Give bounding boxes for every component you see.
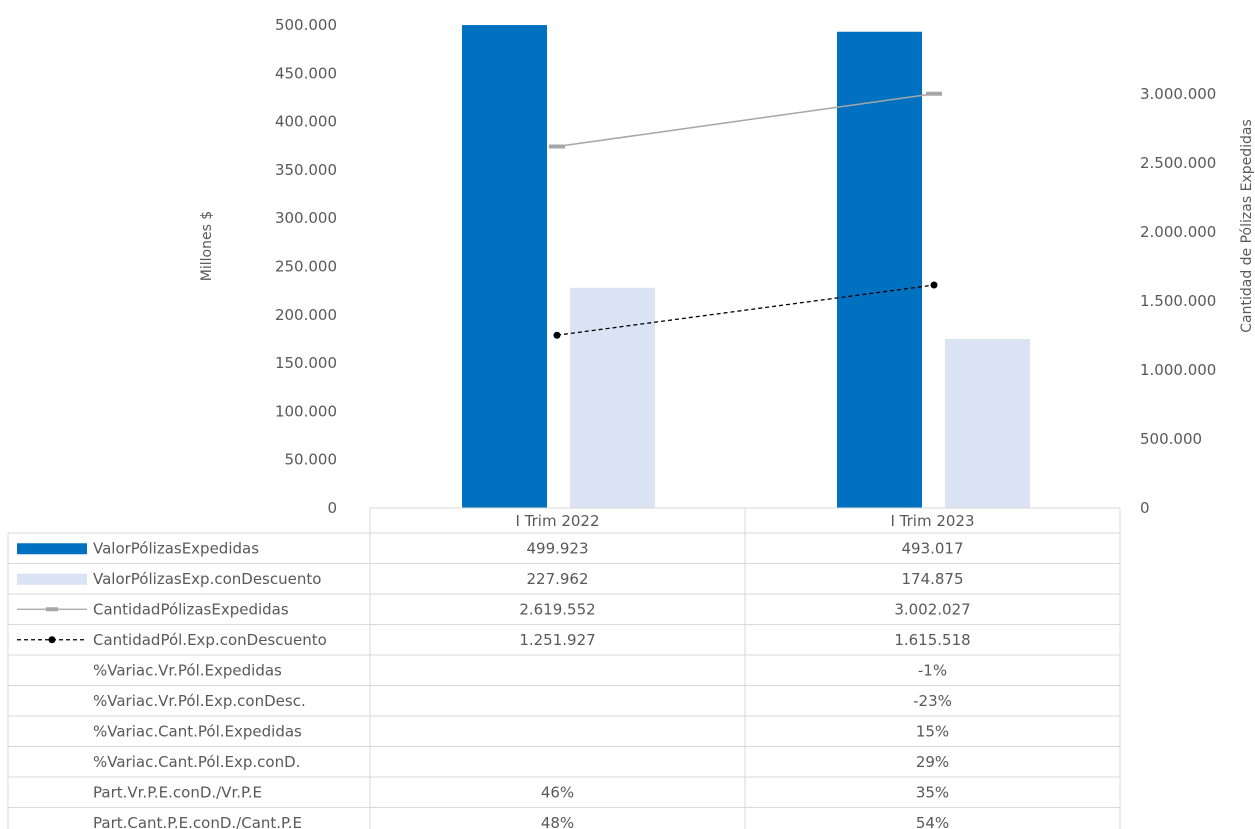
- table-cell: 499.923: [526, 539, 588, 557]
- table-cell: 174.875: [901, 570, 963, 588]
- legend-key: [46, 607, 58, 612]
- y-right-tick-label: 2.000.000: [1140, 223, 1216, 241]
- table-cell: -1%: [918, 661, 947, 679]
- bar: [945, 339, 1030, 508]
- y-left-tick-label: 500.000: [275, 16, 337, 34]
- line-marker: [930, 281, 938, 289]
- y-left-tick-label: 300.000: [275, 209, 337, 227]
- series-dashed-line: [556, 284, 935, 336]
- table-cell: 493.017: [901, 539, 963, 557]
- line-marker: [553, 331, 561, 339]
- table-cell: -23%: [913, 692, 952, 710]
- table-cell: 54%: [916, 814, 949, 829]
- table-row-label: %Variac.Vr.Pól.Exp.conDesc.: [93, 692, 306, 710]
- line-marker: [926, 91, 942, 96]
- table-cell: 29%: [916, 753, 949, 771]
- table-cell: 3.002.027: [894, 600, 970, 618]
- table-cell: 227.962: [526, 570, 588, 588]
- y-left-tick-label: 0: [327, 499, 337, 517]
- y-left-tick-label: 250.000: [275, 258, 337, 276]
- table-cell: 48%: [541, 814, 574, 829]
- table-row-label: %Variac.Cant.Pól.Exp.conD.: [93, 753, 300, 771]
- y-left-tick-label: 100.000: [275, 402, 337, 420]
- table-row-label: %Variac.Vr.Pól.Expedidas: [93, 661, 282, 679]
- table-row-label: %Variac.Cant.Pól.Expedidas: [93, 722, 302, 740]
- bar: [570, 287, 655, 508]
- y-left-tick-label: 350.000: [275, 161, 337, 179]
- table-row-label: ValorPólizasExp.conDescuento: [93, 570, 321, 588]
- series-line: [556, 92, 935, 148]
- table-cell: 35%: [916, 783, 949, 801]
- legend-key: [48, 636, 56, 644]
- table-row-label: CantidadPól.Exp.conDescuento: [93, 631, 327, 649]
- y-left-tick-label: 150.000: [275, 354, 337, 372]
- table-row-label: Part.Cant.P.E.conD./Cant.P.E: [93, 814, 302, 829]
- bar: [837, 31, 922, 509]
- y-right-tick-label: 1.500.000: [1140, 292, 1216, 310]
- y-right-tick-label: 0: [1140, 499, 1150, 517]
- table-cell: 46%: [541, 783, 574, 801]
- y-left-axis-title: Millones $: [199, 211, 215, 281]
- y-right-axis-title: Cantidad de Pólizas Expedidas: [1239, 119, 1255, 333]
- y-left-tick-label: 50.000: [285, 451, 338, 469]
- table-row-label: Part.Vr.P.E.conD./Vr.P.E: [93, 783, 262, 801]
- table-cell: 15%: [916, 722, 949, 740]
- y-right-tick-label: 3.000.000: [1140, 85, 1216, 103]
- y-right-tick-label: 500.000: [1140, 430, 1202, 448]
- line-marker: [549, 144, 565, 149]
- table-row-label: CantidadPólizasExpedidas: [93, 600, 289, 618]
- category-label: I Trim 2022: [515, 512, 599, 530]
- legend-key: [17, 573, 87, 585]
- table-cell: 2.619.552: [519, 600, 595, 618]
- bar: [462, 25, 547, 509]
- table-cell: 1.615.518: [894, 631, 970, 649]
- y-left-tick-label: 400.000: [275, 113, 337, 131]
- table-cell: 1.251.927: [519, 631, 595, 649]
- y-left-tick-label: 450.000: [275, 64, 337, 82]
- y-right-tick-label: 2.500.000: [1140, 154, 1216, 172]
- category-label: I Trim 2023: [890, 512, 974, 530]
- y-right-tick-label: 1.000.000: [1140, 361, 1216, 379]
- table-row-label: ValorPólizasExpedidas: [93, 539, 259, 557]
- legend-key: [17, 543, 87, 555]
- y-left-tick-label: 200.000: [275, 306, 337, 324]
